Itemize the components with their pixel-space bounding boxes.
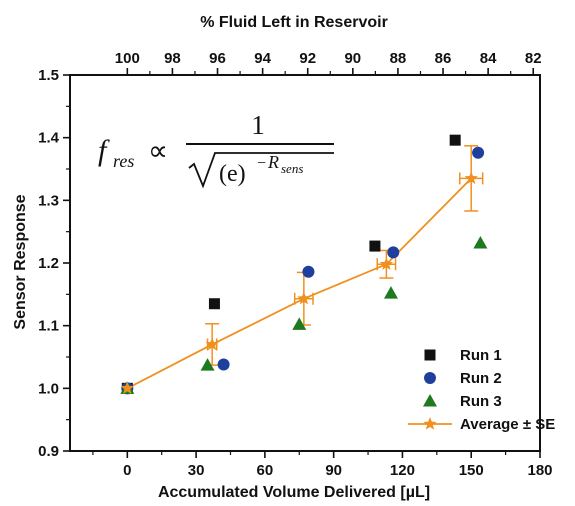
formula-relation: ∝ <box>148 136 168 167</box>
run-1-point <box>369 240 381 252</box>
run-3-point <box>292 317 307 330</box>
legend-label: Average ± SE <box>460 416 555 433</box>
formula-exponent-sign: − <box>257 155 266 172</box>
run-3-point <box>383 286 398 299</box>
formula-annotation: f res ∝ 1 (e) − R sens <box>98 110 334 189</box>
average-se-point <box>297 291 311 305</box>
legend: Run 1 Run 2 Run 3 Average ± SE <box>408 347 555 433</box>
run-2-point <box>217 358 230 371</box>
y-tick-label: 1.0 <box>38 380 59 397</box>
y-tick-label: 1.4 <box>38 130 60 147</box>
y-tick-label: 0.9 <box>38 443 59 460</box>
x-tick-label: 30 <box>188 462 205 479</box>
formula-exponent-variable: R <box>267 152 279 172</box>
legend-marker <box>424 349 436 361</box>
data-markers <box>120 134 488 395</box>
legend-label: Run 3 <box>460 393 502 410</box>
top-tick-label: 82 <box>525 50 542 67</box>
top-axis: 100 98 96 94 92 90 88 86 84 82 <box>115 50 542 75</box>
x-axis-title: Accumulated Volume Delivered [µL] <box>158 484 430 501</box>
x-tick-label: 60 <box>257 462 274 479</box>
y-tick-label: 1.1 <box>38 318 59 335</box>
bottom-axis: 0 30 60 90 120 150 180 <box>92 451 553 479</box>
formula-lhs-subscript: res <box>113 151 134 171</box>
run-3-point <box>473 235 488 249</box>
top-tick-label: 98 <box>164 50 181 67</box>
y-tick-label: 1.2 <box>38 255 59 272</box>
top-axis-title: % Fluid Left in Reservoir <box>200 14 388 31</box>
x-tick-label: 150 <box>459 462 484 479</box>
average-line <box>126 177 472 390</box>
left-axis: 0.9 1.0 1.1 1.2 1.3 1.4 1.5 <box>38 67 70 460</box>
legend-label: Run 2 <box>460 370 502 387</box>
average-se-point <box>379 257 394 270</box>
top-tick-label: 90 <box>344 50 361 67</box>
top-tick-label: 100 <box>115 50 140 67</box>
run-3-point <box>200 358 215 371</box>
top-tick-label: 92 <box>299 50 316 67</box>
top-tick-label: 88 <box>390 50 407 67</box>
y-tick-label: 1.3 <box>38 192 59 209</box>
x-tick-label: 180 <box>527 462 552 479</box>
x-tick-label: 120 <box>390 462 415 479</box>
legend-marker <box>423 394 437 407</box>
formula-sqrt-sign <box>188 152 334 189</box>
average-se-point <box>205 337 219 351</box>
legend-marker <box>424 372 436 384</box>
formula-numerator: 1 <box>251 110 265 140</box>
run-2-point <box>302 265 315 278</box>
y-tick-label: 1.5 <box>38 67 59 84</box>
average-error-bars <box>205 145 484 366</box>
average-se-point <box>464 171 478 185</box>
formula-base: (e) <box>219 161 246 187</box>
run-2-point <box>387 246 400 259</box>
formula-lhs: f <box>98 134 110 167</box>
average-se-point <box>120 381 134 394</box>
run-1-point <box>449 134 461 146</box>
top-tick-label: 96 <box>209 50 226 67</box>
top-tick-label: 84 <box>480 50 497 67</box>
y-axis-title: Sensor Response <box>12 194 29 329</box>
run-2-point <box>472 146 485 159</box>
top-tick-label: 94 <box>254 50 271 67</box>
legend-label: Run 1 <box>460 347 502 364</box>
run-1-point <box>208 298 220 310</box>
x-tick-label: 90 <box>325 462 342 479</box>
average-series-line <box>126 177 472 390</box>
x-tick-label: 0 <box>123 462 131 479</box>
legend-marker <box>423 417 437 430</box>
formula-exponent-subscript: sens <box>281 161 303 176</box>
top-tick-label: 86 <box>435 50 452 67</box>
